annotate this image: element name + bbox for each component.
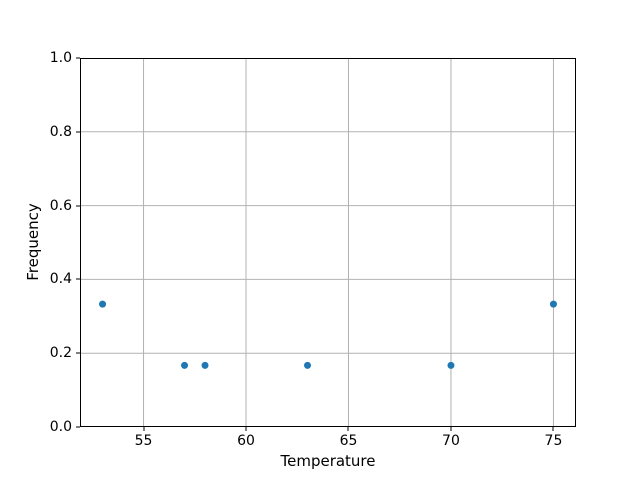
plot-border [80,58,576,427]
scatter-canvas [80,58,576,427]
x-tick-mark [245,427,247,431]
x-tick-label: 55 [134,433,153,449]
y-tick-label: 0.8 [49,123,72,140]
y-tick-mark [76,352,80,354]
y-tick-mark [76,57,80,59]
data-point [304,361,312,369]
y-tick-mark [76,205,80,207]
y-tick-label: 0.4 [49,271,72,288]
y-tick-mark [76,278,80,280]
x-tick-mark [143,427,145,431]
x-tick-label: 70 [442,433,460,449]
x-tick-mark [552,427,554,431]
x-tick-mark [347,427,349,431]
x-tick-mark [450,427,452,431]
data-point [181,361,189,369]
y-tick-mark [76,131,80,133]
y-tick-label: 0.0 [49,419,72,435]
x-axis-label: Temperature [280,452,376,470]
x-tick-label: 65 [339,433,358,449]
data-point [201,361,209,369]
data-point [549,300,557,308]
plot-area [80,58,576,427]
y-tick-label: 0.6 [49,197,72,214]
y-tick-label: 0.2 [49,345,72,362]
data-point [447,361,455,369]
y-tick-mark [76,426,80,428]
x-tick-label: 75 [544,433,563,449]
y-tick-label: 1.0 [49,50,72,66]
y-axis-label: Frequency [24,203,42,281]
data-point [99,300,107,308]
x-tick-label: 60 [237,433,255,449]
